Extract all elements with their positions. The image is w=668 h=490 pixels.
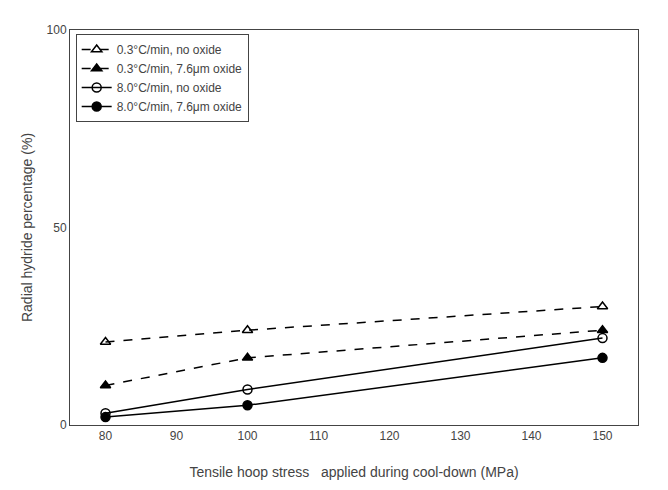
- svg-text:8.0°C/min, no oxide: 8.0°C/min, no oxide: [117, 81, 222, 95]
- svg-text:50: 50: [53, 221, 67, 235]
- svg-text:100: 100: [47, 23, 67, 37]
- svg-text:0: 0: [60, 418, 67, 432]
- svg-text:110: 110: [309, 429, 328, 443]
- svg-text:130: 130: [450, 429, 470, 443]
- svg-text:0.3°C/min, 7.6μm oxide: 0.3°C/min, 7.6μm oxide: [117, 62, 242, 76]
- svg-text:150: 150: [592, 429, 612, 443]
- svg-text:Tensile hoop stress applied: Tensile hoop stress applied during cool-…: [189, 464, 518, 480]
- svg-text:90: 90: [170, 429, 184, 443]
- svg-text:140: 140: [521, 429, 541, 443]
- svg-text:0.3°C/min, no oxide: 0.3°C/min, no oxide: [117, 43, 222, 57]
- svg-text:Radial hydride percentage (%): Radial hydride percentage (%): [19, 133, 35, 322]
- svg-text:120: 120: [379, 429, 399, 443]
- svg-text:80: 80: [99, 429, 113, 443]
- svg-text:8.0°C/min, 7.6μm oxide: 8.0°C/min, 7.6μm oxide: [117, 100, 242, 114]
- svg-text:100: 100: [237, 429, 257, 443]
